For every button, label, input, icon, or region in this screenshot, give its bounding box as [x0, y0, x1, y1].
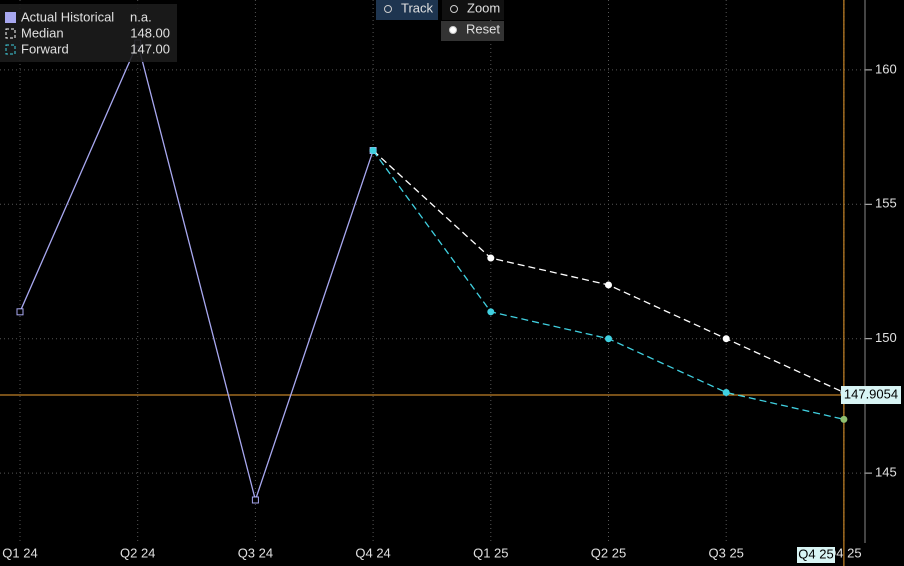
legend-label: Median — [21, 25, 64, 40]
crosshair-x-box — [797, 547, 835, 563]
crosshair-y-label: 147.9054 — [844, 386, 898, 401]
y-tick-label: 155 — [875, 196, 897, 211]
crosshair-y-box — [841, 386, 901, 405]
legend-swatch — [5, 12, 16, 23]
marker — [722, 388, 730, 396]
x-tick-label: Q2 25 — [591, 545, 626, 560]
legend-value: 148.00 — [130, 25, 170, 40]
x-tick-label: Q1 25 — [473, 545, 508, 560]
marker — [840, 415, 848, 423]
marker — [722, 335, 730, 343]
x-tick-label: Q3 25 — [708, 545, 743, 560]
legend-label: Forward — [21, 41, 69, 56]
legend-swatch — [5, 44, 16, 55]
y-tick-label: 145 — [875, 465, 897, 480]
marker — [487, 254, 495, 262]
button-label[interactable]: Reset — [466, 21, 500, 36]
legend-value: 147.00 — [130, 41, 170, 56]
button-label[interactable]: Zoom — [467, 0, 500, 15]
series-line — [19, 41, 374, 503]
legend-label: Actual Historical — [21, 9, 114, 24]
marker — [605, 335, 612, 343]
x-tick-label: Q4 24 — [355, 545, 390, 560]
y-tick-label: 150 — [875, 330, 897, 345]
crosshair-x-label: Q4 25 — [798, 546, 833, 561]
y-tick-label: 160 — [875, 61, 897, 76]
marker — [487, 308, 495, 316]
marker — [605, 281, 612, 289]
x-tick-label: Q3 24 — [238, 545, 273, 560]
button-icon — [449, 26, 457, 34]
button-icon — [450, 5, 458, 13]
legend-swatch — [5, 28, 16, 39]
button-label[interactable]: Track — [401, 0, 434, 15]
legend-value: n.a. — [130, 9, 152, 24]
marker — [369, 147, 377, 155]
button[interactable] — [442, 0, 504, 20]
button[interactable] — [376, 0, 438, 20]
marker — [251, 496, 259, 504]
marker — [16, 308, 24, 316]
button-icon — [384, 5, 392, 13]
x-tick-label: Q1 24 — [2, 545, 37, 560]
x-tick-label: Q2 24 — [120, 545, 155, 560]
legend-box — [0, 4, 177, 62]
button[interactable] — [441, 21, 504, 41]
